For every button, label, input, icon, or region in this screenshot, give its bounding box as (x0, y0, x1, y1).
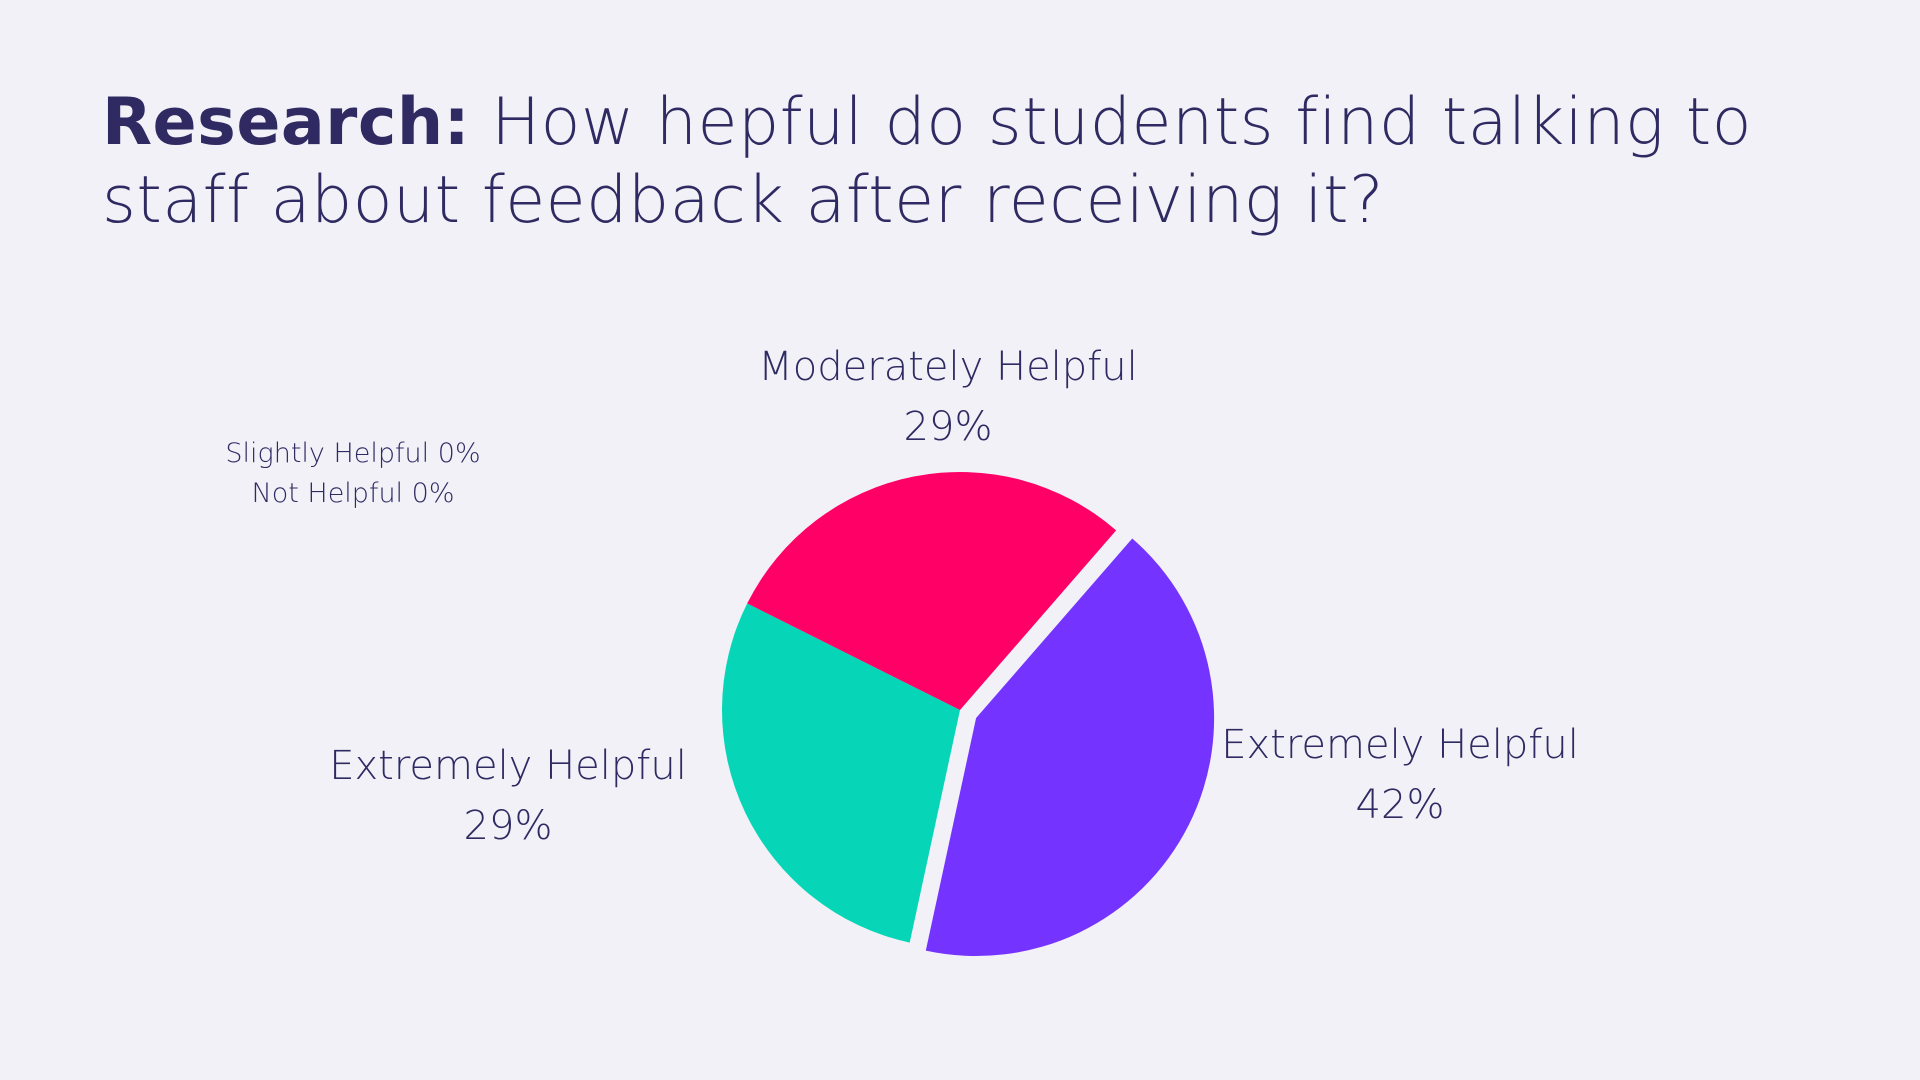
pie-slice-extremely-helpful-29 (722, 603, 960, 943)
slice-label-value: 42% (1355, 782, 1445, 828)
slide-title: Research: How hepful do students find ta… (102, 84, 1822, 240)
slice-label-value: 29% (903, 404, 993, 450)
slice-label-name: Moderately Helpful (758, 344, 1138, 390)
title-bold-prefix: Research: (102, 85, 471, 160)
slice-label-name: Extremely Helpful (329, 743, 687, 789)
slice-label-value: 29% (463, 803, 553, 849)
zero-label-not-helpful: Not Helpful 0% (251, 478, 455, 509)
zero-labels: Slightly Helpful 0% Not Helpful 0% (225, 434, 480, 514)
pie-slice-extremely-helpful-42 (925, 538, 1215, 957)
slice-label-extremely-helpful-left: Extremely Helpful 29% (329, 736, 687, 856)
slice-label-moderately-helpful: Moderately Helpful 29% (758, 337, 1137, 457)
pie-slice-moderately-helpful-29 (747, 472, 1117, 710)
slice-label-extremely-helpful-right: Extremely Helpful 42% (1221, 715, 1579, 835)
title-question: How hepful do students find talking to s… (102, 85, 1752, 238)
zero-label-slightly-helpful: Slightly Helpful 0% (225, 438, 481, 469)
slice-label-name: Extremely Helpful (1221, 722, 1579, 768)
